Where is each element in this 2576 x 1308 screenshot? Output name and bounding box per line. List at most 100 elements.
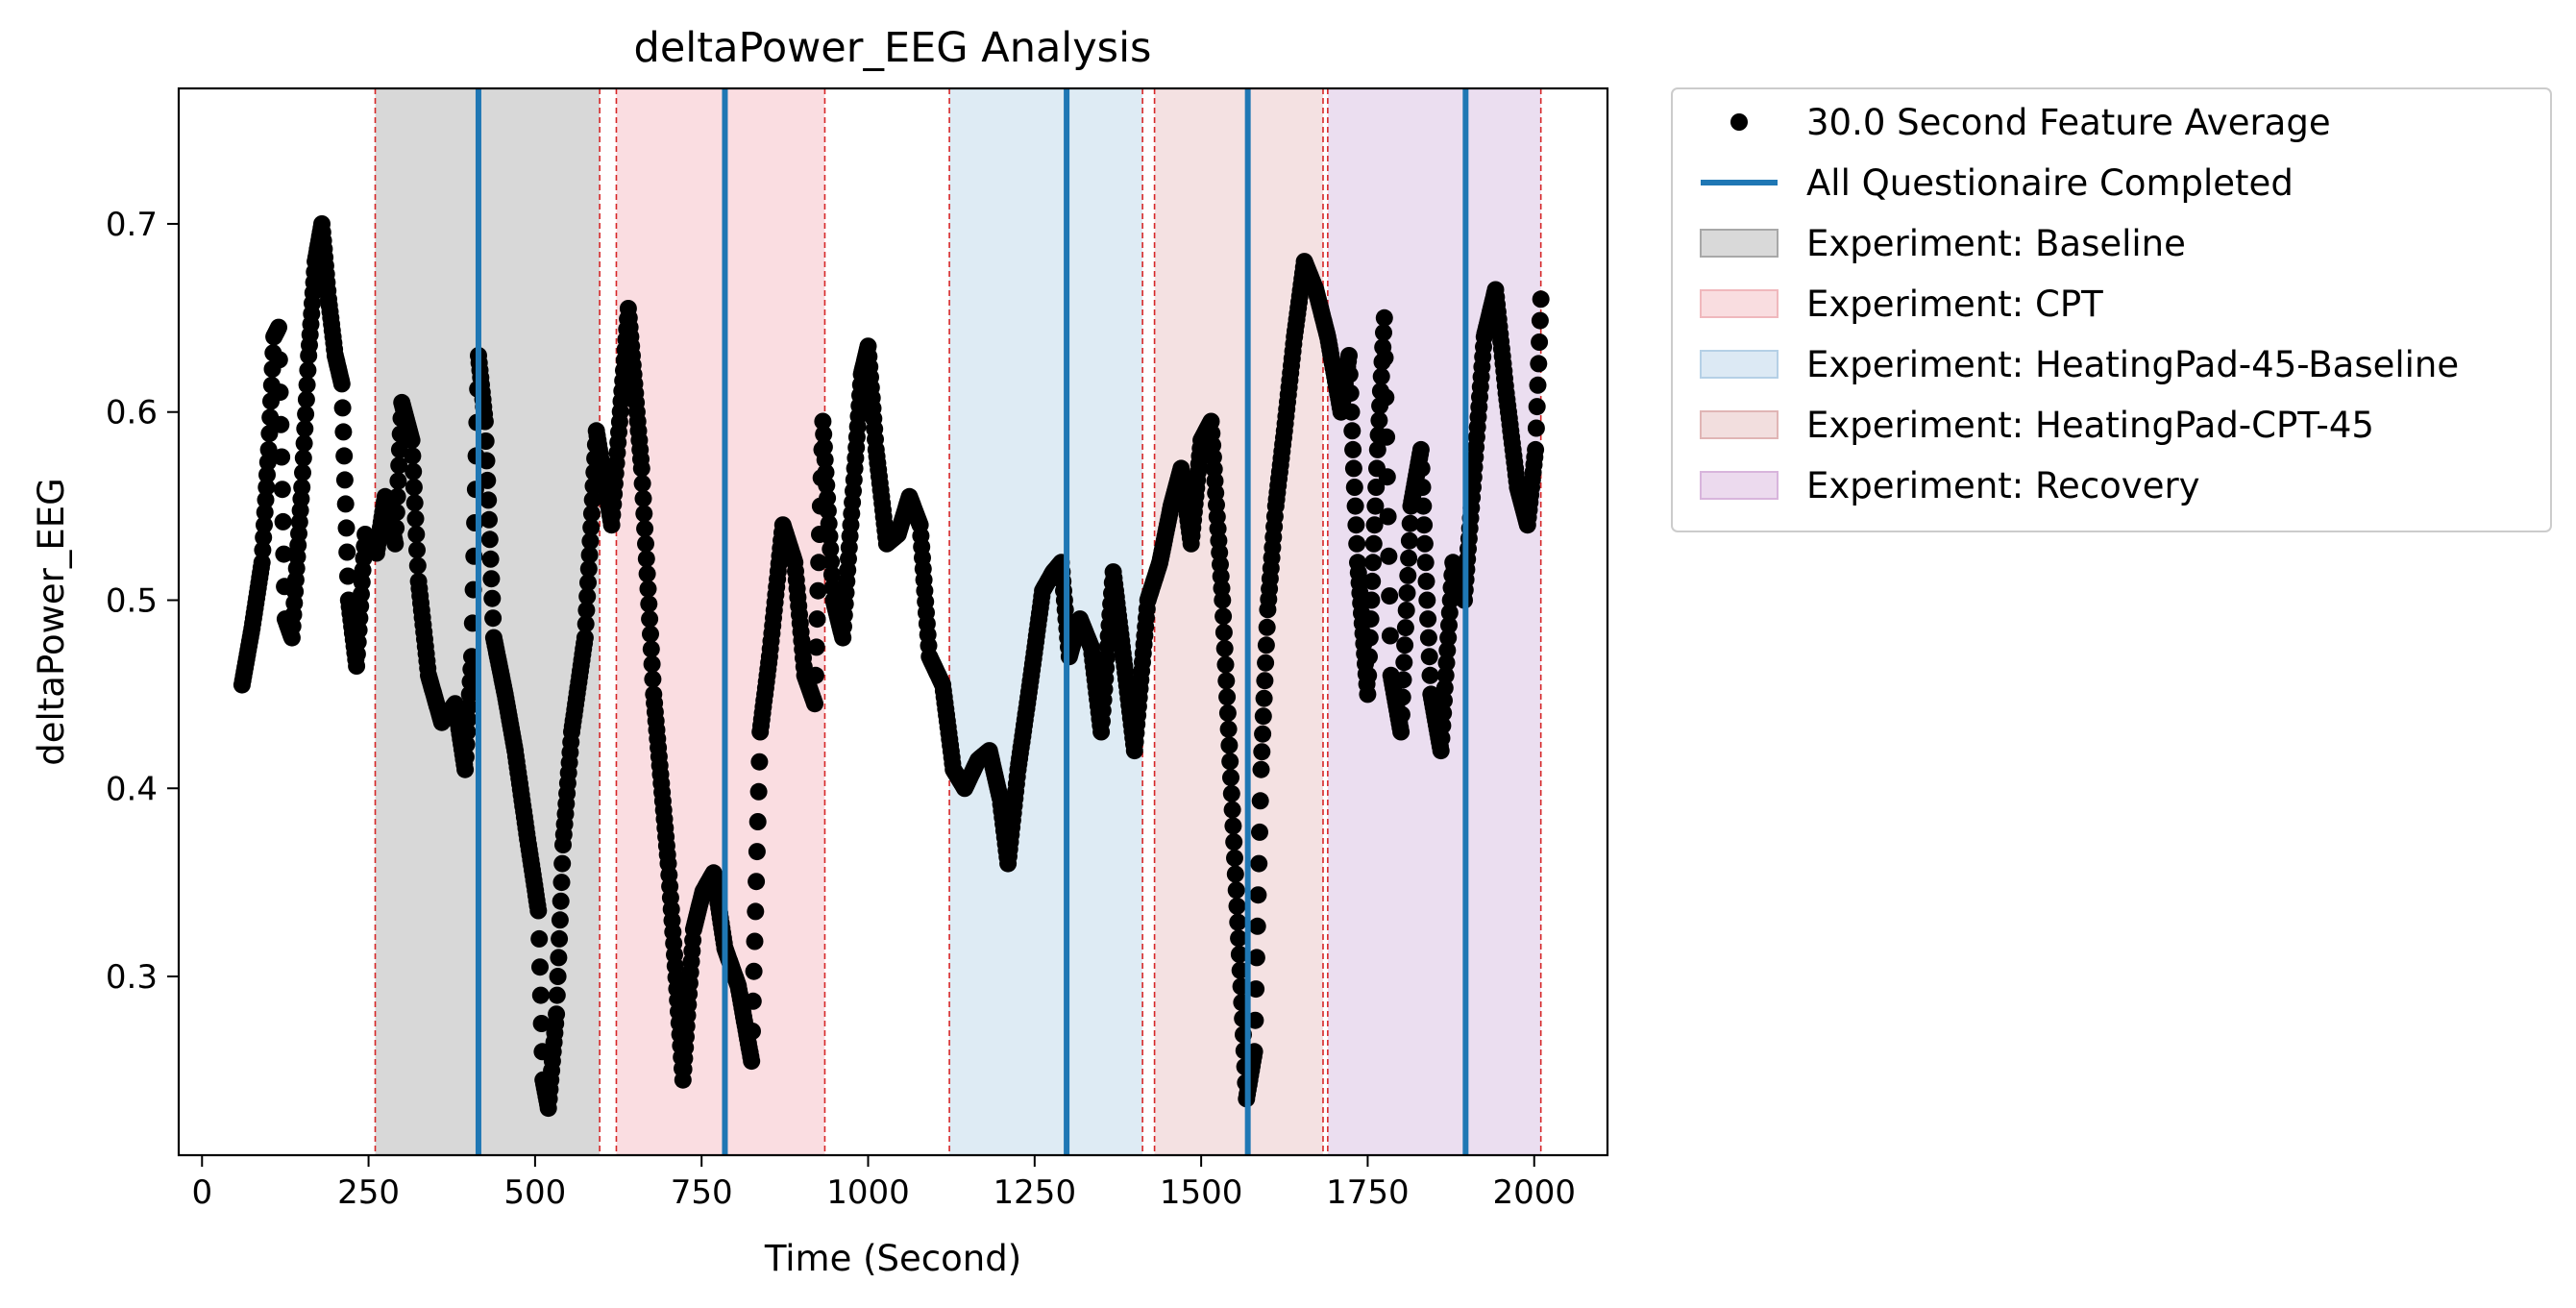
data-point: [1367, 479, 1386, 496]
legend-box: [1671, 87, 2552, 532]
data-point: [390, 457, 408, 475]
data-point: [1370, 411, 1388, 430]
data-point: [1433, 729, 1451, 747]
data-point: [459, 698, 478, 716]
data-point: [1359, 685, 1377, 703]
data-point: [484, 609, 503, 628]
data-point: [1435, 703, 1453, 722]
legend: 30.0 Second Feature Average All Questiona…: [1671, 87, 2552, 532]
data-point: [1340, 347, 1358, 364]
data-point: [405, 494, 424, 512]
data-point: [822, 553, 841, 571]
data-point: [408, 556, 427, 575]
data-point: [483, 589, 502, 607]
data-point: [1435, 691, 1453, 709]
data-point: [1362, 610, 1380, 629]
data-point: [1341, 384, 1360, 403]
data-point: [479, 491, 498, 509]
data-point: [576, 629, 594, 647]
data-point: [1346, 497, 1364, 515]
data-point: [639, 580, 657, 598]
data-point: [748, 813, 767, 830]
data-point: [822, 565, 841, 583]
data-point: [748, 843, 766, 861]
data-point: [457, 735, 476, 753]
data-point: [579, 559, 598, 578]
data-point: [1415, 534, 1434, 553]
data-point: [1413, 479, 1432, 496]
data-point: [299, 361, 317, 380]
data-point: [255, 529, 273, 547]
data-point: [1257, 636, 1275, 654]
data-point: [634, 489, 652, 507]
data-point: [1364, 554, 1382, 572]
data-point: [806, 695, 823, 713]
data-point: [532, 1015, 551, 1032]
data-point: [807, 638, 825, 656]
data-point: [1415, 516, 1434, 534]
data-point: [1342, 403, 1361, 421]
data-point: [1419, 629, 1437, 647]
data-point: [339, 567, 356, 585]
data-point: [633, 475, 651, 493]
data-point: [1412, 459, 1431, 478]
data-point: [1246, 1011, 1264, 1029]
data-point: [531, 958, 549, 976]
data-point: [644, 670, 662, 688]
data-point: [460, 685, 478, 703]
data-point: [637, 534, 654, 553]
data-point: [335, 447, 354, 465]
data-point: [1247, 949, 1265, 967]
data-point: [1528, 398, 1546, 416]
data-point: [806, 666, 824, 684]
legend-swatch: [1700, 350, 1779, 379]
data-point: [297, 390, 315, 408]
x-tick-label: 0: [191, 1173, 212, 1212]
data-point: [461, 673, 479, 691]
y-tick-label: 0.4: [106, 770, 158, 808]
data-point: [1400, 549, 1418, 567]
data-point: [1214, 591, 1232, 609]
x-tick-label: 2000: [1492, 1173, 1576, 1212]
data-point: [1257, 654, 1275, 672]
data-point: [550, 949, 568, 967]
data-point: [1218, 703, 1237, 722]
data-point: [1255, 689, 1273, 707]
data-point: [481, 550, 500, 568]
data-point: [258, 466, 276, 483]
data-point: [632, 459, 650, 478]
data-point: [1436, 666, 1455, 684]
data-point: [478, 452, 496, 470]
data-point: [1414, 497, 1433, 515]
data-point: [1531, 311, 1549, 330]
data-point: [1421, 666, 1439, 684]
data-point: [1220, 736, 1239, 754]
data-point: [1527, 419, 1545, 437]
legend-swatch: [1700, 229, 1779, 258]
data-point: [1527, 440, 1545, 458]
data-point: [258, 453, 277, 471]
data-point: [387, 504, 405, 522]
data-point: [1396, 636, 1414, 654]
data-point: [636, 520, 654, 538]
data-point: [1231, 961, 1249, 979]
data-point: [403, 432, 421, 450]
data-point: [1381, 587, 1399, 605]
data-point: [387, 519, 405, 537]
data-point: [638, 565, 656, 583]
data-point: [531, 986, 550, 1004]
data-point: [1225, 833, 1243, 851]
data-point: [1432, 742, 1450, 760]
data-point: [1438, 641, 1457, 659]
data-point: [823, 579, 842, 597]
data-point: [274, 512, 292, 531]
data-point: [386, 534, 405, 553]
data-point: [273, 481, 291, 499]
data-point: [552, 874, 571, 892]
data-point: [1254, 707, 1272, 726]
data-point: [1394, 671, 1412, 689]
data-point: [295, 434, 313, 453]
data-point: [272, 415, 290, 433]
data-point: [404, 447, 422, 465]
data-point: [821, 528, 839, 546]
